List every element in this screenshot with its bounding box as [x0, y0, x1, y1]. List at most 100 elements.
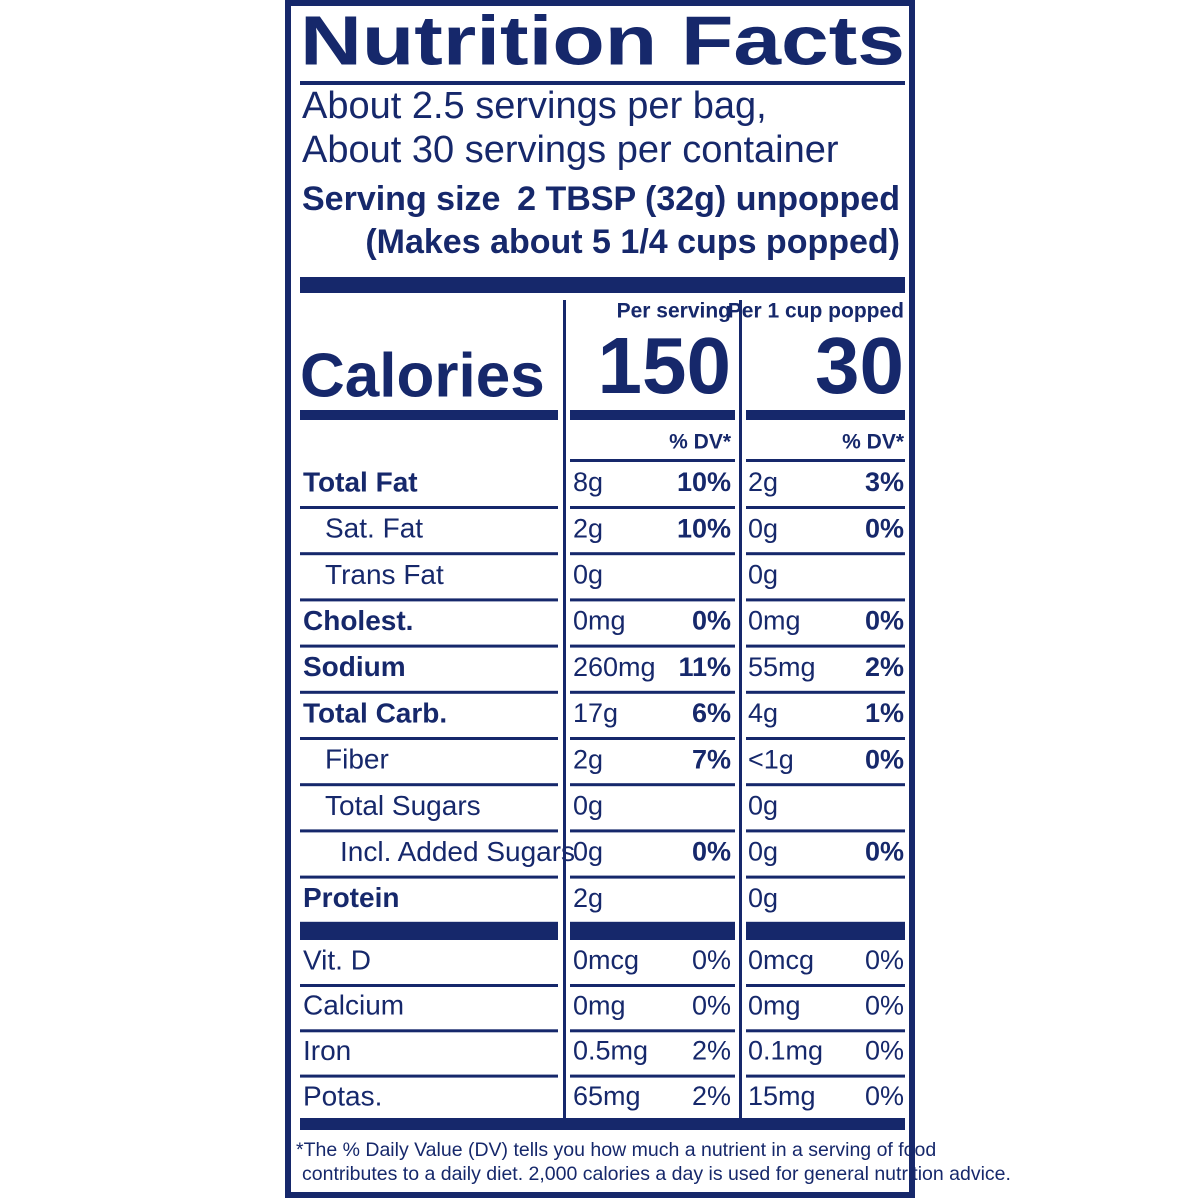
rule: [570, 552, 735, 556]
rule: [570, 921, 735, 925]
rule: [300, 644, 558, 648]
rule: [570, 737, 735, 740]
rule: [746, 598, 905, 602]
amount: 0mg: [748, 990, 801, 1020]
calories-value: 150: [598, 321, 731, 410]
daily-value: 0%: [865, 606, 904, 636]
amount: 2g: [748, 467, 778, 497]
rule: [300, 875, 558, 879]
calories-value: 30: [815, 321, 904, 410]
thick-rule: [746, 924, 905, 940]
amount: 4g: [748, 698, 778, 728]
amount: 0g: [748, 883, 778, 913]
rule: [746, 829, 905, 833]
amount: 0mg: [573, 990, 626, 1020]
amount: 55mg: [748, 652, 816, 682]
daily-value: 0%: [865, 837, 904, 867]
amount: 0mcg: [748, 945, 814, 975]
daily-value: 0%: [865, 1081, 904, 1111]
amount: 0g: [748, 791, 778, 821]
rule: [746, 644, 905, 648]
rule: [570, 783, 735, 787]
rule: [570, 1074, 735, 1078]
amount: 0g: [573, 560, 603, 590]
amount: 2g: [573, 744, 603, 774]
rule: [300, 1029, 558, 1033]
nutrient-label: Fiber: [325, 744, 389, 775]
dv-header: % DV*: [669, 431, 732, 454]
amount: 15mg: [748, 1081, 816, 1111]
daily-value: 0%: [865, 744, 904, 774]
nutrient-label: Total Sugars: [325, 790, 481, 821]
rule: [746, 984, 905, 987]
dv-header: % DV*: [842, 431, 905, 454]
serving-size-note: (Makes about 5 1/4 cups popped): [365, 223, 900, 261]
rule: [570, 598, 735, 602]
nutrient-label: Total Carb.: [303, 697, 447, 728]
thick-rule: [300, 277, 905, 293]
amount: 0.1mg: [748, 1036, 823, 1066]
amount: 0g: [573, 837, 603, 867]
daily-value: 0%: [865, 945, 904, 975]
thick-rule: [300, 924, 558, 940]
title: Nutrition Facts: [300, 1, 905, 79]
thick-rule: [570, 410, 735, 420]
rule: [746, 506, 905, 509]
rule: [300, 737, 558, 740]
servings-line: About 30 servings per container: [302, 129, 839, 171]
rule: [746, 1074, 905, 1078]
rule: [300, 506, 558, 509]
rule: [300, 598, 558, 602]
nutrient-label: Iron: [303, 1035, 351, 1066]
rule: [570, 829, 735, 833]
column-divider: [739, 300, 742, 1120]
rule: [300, 829, 558, 833]
nutrient-label: Vit. D: [303, 944, 371, 975]
rule: [570, 984, 735, 987]
amount: 0g: [748, 837, 778, 867]
daily-value: 11%: [678, 652, 731, 682]
nutrient-label: Calcium: [303, 990, 404, 1021]
label-border: [285, 0, 915, 1198]
amount: 65mg: [573, 1081, 641, 1111]
rule: [746, 690, 905, 694]
amount: 0g: [748, 513, 778, 543]
daily-value: 7%: [692, 744, 731, 774]
amount: 2g: [573, 513, 603, 543]
serving-size-label: Serving size: [302, 180, 500, 218]
amount: 2g: [573, 883, 603, 913]
rule: [570, 459, 735, 462]
daily-value: 10%: [677, 467, 731, 497]
rule: [746, 459, 905, 462]
rule: [746, 737, 905, 740]
nutrient-label: Total Fat: [303, 466, 418, 497]
rule: [570, 644, 735, 648]
rule: [300, 552, 558, 556]
amount: 0g: [748, 560, 778, 590]
column-divider: [563, 300, 566, 1120]
daily-value: 3%: [865, 467, 904, 497]
amount: 0mcg: [573, 945, 639, 975]
calories-label: Calories: [300, 341, 545, 410]
thick-rule: [300, 1118, 905, 1130]
thick-rule: [300, 410, 558, 420]
rule: [746, 1029, 905, 1033]
amount: 0mg: [573, 606, 626, 636]
nutrient-label: Protein: [303, 882, 399, 913]
rule: [300, 783, 558, 787]
rule: [570, 506, 735, 509]
rule: [300, 921, 558, 925]
amount: 0.5mg: [573, 1036, 648, 1066]
rule: [570, 875, 735, 879]
daily-value: 0%: [865, 513, 904, 543]
rule: [300, 690, 558, 694]
amount: 0g: [573, 791, 603, 821]
serving-size-value: 2 TBSP (32g) unpopped: [517, 180, 900, 218]
servings-line: About 2.5 servings per bag,: [302, 85, 767, 127]
rule: [300, 984, 558, 987]
nutrient-label: Sodium: [303, 651, 406, 682]
daily-value: 0%: [692, 606, 731, 636]
rule: [746, 552, 905, 556]
nutrient-label: Potas.: [303, 1080, 382, 1111]
